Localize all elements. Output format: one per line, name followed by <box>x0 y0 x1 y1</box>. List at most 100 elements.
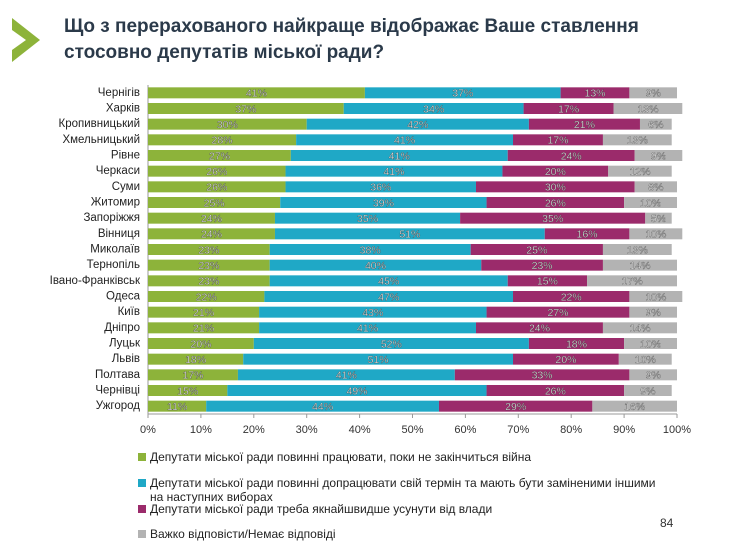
x-tick-label: 80% <box>560 424 582 436</box>
y-tick-label: Дніпро <box>104 322 140 334</box>
y-tick-label: Луцьк <box>109 338 141 350</box>
value-label: 30% <box>217 119 238 131</box>
bar-segment <box>454 369 630 381</box>
bar-segment <box>148 181 286 193</box>
value-label: 14% <box>629 323 650 335</box>
y-tick-label: Житомир <box>91 197 140 209</box>
value-label: 14% <box>629 260 650 272</box>
value-label: 41% <box>389 150 410 162</box>
bar-segment <box>148 275 270 287</box>
bar-segment <box>507 275 588 287</box>
value-label: 40% <box>365 260 386 272</box>
value-label: 35% <box>357 213 378 225</box>
legend-swatch <box>138 453 146 461</box>
value-label: 11% <box>167 401 187 413</box>
y-tick-label: Чернігів <box>98 87 140 99</box>
legend-item: Депутати міської ради треба якнайшвидше … <box>138 502 658 516</box>
bar-segment <box>629 369 677 381</box>
bar-segment <box>486 306 630 318</box>
bar-segment <box>602 244 672 255</box>
x-tick-label: 40% <box>349 424 371 436</box>
bar-segment <box>438 400 593 412</box>
legend-swatch <box>138 530 146 538</box>
value-label: 13% <box>637 103 658 115</box>
bar-segment <box>507 150 635 161</box>
bar-segment <box>269 244 471 255</box>
bar-segment <box>148 385 228 396</box>
value-label: 22% <box>196 291 217 303</box>
bar-segment <box>148 150 291 161</box>
y-tick-label: Миколаїв <box>90 244 140 256</box>
bar-segment <box>629 228 683 240</box>
bar-segment <box>624 197 677 208</box>
value-label: 35% <box>542 213 563 225</box>
value-label: 21% <box>193 323 214 335</box>
value-label: 18% <box>566 338 587 350</box>
value-label: 26% <box>545 385 566 397</box>
bar-segment <box>148 353 244 365</box>
y-tick-label: Суми <box>112 181 140 193</box>
value-label: 16% <box>577 229 598 241</box>
value-label: 26% <box>206 166 227 178</box>
x-tick-label: 10% <box>190 424 212 436</box>
bar-segment <box>148 228 275 240</box>
value-label: 24% <box>529 323 550 335</box>
value-label: 44% <box>312 401 333 413</box>
decoration <box>12 30 26 50</box>
value-label: 37% <box>452 88 473 100</box>
value-label: 8% <box>648 182 663 194</box>
value-label: 21% <box>193 307 214 319</box>
bar-segment <box>148 306 260 318</box>
bar-segment <box>486 385 625 396</box>
value-label: 23% <box>198 244 219 256</box>
bar-segment <box>148 118 307 130</box>
value-label: 9% <box>646 88 661 100</box>
bar-segment <box>148 212 275 224</box>
value-label: 10% <box>645 291 666 303</box>
value-label: 16% <box>624 401 645 413</box>
value-label: 26% <box>206 182 227 194</box>
bar-segment <box>502 165 609 177</box>
y-tick-label: Черкаси <box>96 165 140 177</box>
value-label: 38% <box>360 244 381 256</box>
bar-segment <box>592 400 677 412</box>
y-tick-label: Чернівці <box>95 385 140 397</box>
bar-segment <box>148 259 270 271</box>
y-tick-label: Харків <box>106 103 140 115</box>
bar-segment <box>602 259 677 271</box>
bar-segment <box>608 165 672 177</box>
bar-segment <box>343 103 524 114</box>
x-tick-label: 90% <box>613 424 635 436</box>
bar-segment <box>523 103 614 114</box>
bar-segment <box>290 150 508 161</box>
y-tick-label: Хмельницький <box>62 134 140 146</box>
bar-segment <box>280 197 487 208</box>
bar-segment <box>253 338 529 349</box>
value-label: 22% <box>561 291 582 303</box>
y-tick-label: Львів <box>112 353 140 365</box>
y-tick-label: Київ <box>118 306 140 318</box>
value-label: 21% <box>574 119 595 131</box>
value-label: 9% <box>646 370 661 382</box>
bar-segment <box>602 322 677 334</box>
bar-segment <box>587 275 677 287</box>
value-label: 33% <box>532 370 553 382</box>
value-label: 10% <box>635 354 656 366</box>
value-label: 5% <box>651 213 666 225</box>
bar-segment <box>296 134 514 146</box>
x-tick-label: 50% <box>401 424 423 436</box>
y-tick-label: Ужгород <box>96 400 140 412</box>
page-number: 84 <box>660 516 674 530</box>
bar-segment <box>148 134 297 146</box>
value-label: 51% <box>399 229 420 241</box>
bar-segment <box>634 181 677 193</box>
bar-segment <box>243 353 514 365</box>
bar-segment <box>513 134 603 146</box>
x-tick-label: 20% <box>243 424 265 436</box>
value-label: 10% <box>640 197 661 209</box>
value-label: 18% <box>185 354 206 366</box>
y-tick-label: Полтава <box>95 369 141 381</box>
bar-segment <box>269 259 482 271</box>
value-label: 28% <box>212 135 233 147</box>
y-tick-label: Запоріжжя <box>83 212 140 224</box>
